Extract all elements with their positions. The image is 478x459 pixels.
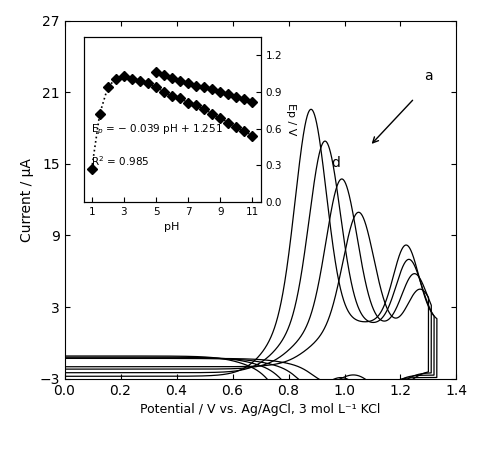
X-axis label: pH: pH: [164, 222, 180, 232]
Text: d: d: [332, 156, 340, 170]
Text: E$_p$ = − 0.039 pH + 1.251: E$_p$ = − 0.039 pH + 1.251: [91, 123, 222, 137]
Text: a: a: [424, 69, 433, 83]
Text: R$^2$ = 0.985: R$^2$ = 0.985: [91, 154, 149, 168]
Y-axis label: Current / μA: Current / μA: [20, 158, 34, 241]
Y-axis label: Ep / V: Ep / V: [286, 103, 296, 135]
X-axis label: Potential / V vs. Ag/AgCl, 3 mol L⁻¹ KCl: Potential / V vs. Ag/AgCl, 3 mol L⁻¹ KCl: [141, 403, 380, 416]
